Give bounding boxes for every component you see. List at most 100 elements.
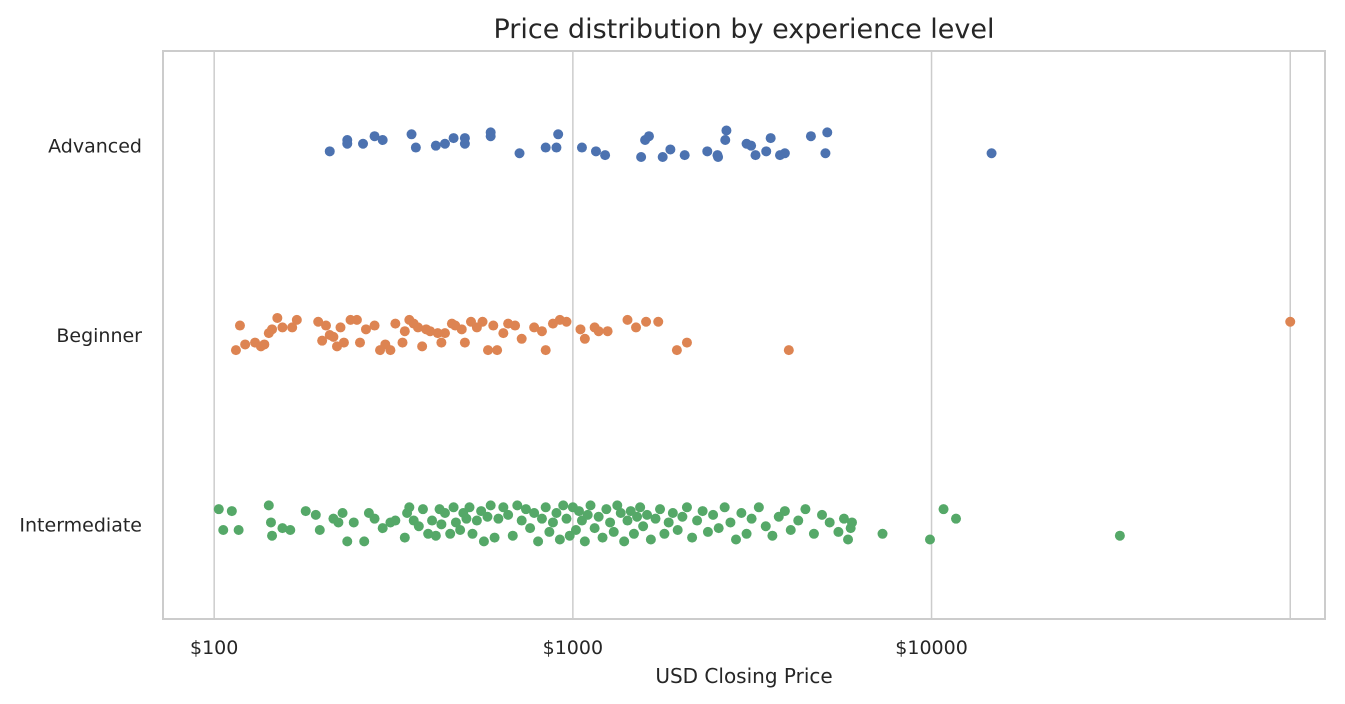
data-point (822, 127, 833, 138)
data-point (483, 345, 494, 356)
data-point (631, 322, 642, 333)
data-point (713, 523, 724, 534)
data-point (702, 146, 713, 157)
data-point (430, 140, 441, 151)
data-point (369, 131, 380, 142)
y-tick-label: Intermediate (19, 514, 142, 536)
data-point (448, 502, 459, 513)
data-point (450, 517, 461, 528)
data-point (667, 507, 678, 518)
data-point (263, 500, 274, 511)
data-point (663, 517, 674, 528)
data-point (358, 138, 369, 149)
data-point (576, 142, 587, 153)
data-point (265, 517, 276, 528)
data-point (590, 146, 601, 157)
data-point (425, 326, 436, 337)
data-point (779, 506, 790, 517)
data-point (593, 511, 604, 522)
data-point (516, 515, 527, 526)
data-point (540, 142, 551, 153)
data-point (333, 517, 344, 528)
data-point (427, 515, 438, 526)
data-point (570, 525, 581, 536)
data-point (547, 517, 558, 528)
data-point (681, 502, 692, 513)
data-point (589, 523, 600, 534)
data-point (455, 525, 466, 536)
data-point (348, 517, 359, 528)
points-layer (213, 125, 1296, 547)
data-point (488, 320, 499, 331)
data-point (687, 532, 698, 543)
data-point (377, 134, 388, 145)
data-point (413, 521, 424, 532)
data-point (291, 314, 302, 325)
data-point (655, 504, 666, 515)
data-point (267, 324, 278, 335)
data-point (551, 142, 562, 153)
data-point (615, 507, 626, 518)
data-point (448, 133, 459, 144)
data-point (653, 316, 664, 327)
data-point (622, 515, 633, 526)
data-point (520, 504, 531, 515)
data-point (492, 345, 503, 356)
data-point (665, 144, 676, 155)
data-point (1285, 316, 1296, 327)
data-point (377, 523, 388, 534)
data-point (553, 129, 564, 140)
y-tick-label: Beginner (56, 325, 142, 347)
data-point (335, 322, 346, 333)
data-point (692, 515, 703, 526)
data-point (635, 502, 646, 513)
data-point (672, 525, 683, 536)
data-point (498, 328, 509, 339)
data-point (412, 322, 423, 333)
data-point (482, 511, 493, 522)
data-point (324, 146, 335, 157)
data-point (342, 138, 353, 149)
data-point (439, 138, 450, 149)
data-point (612, 500, 623, 511)
x-tick-labels: $100 $1000 $10000 (190, 637, 968, 659)
data-point (489, 532, 500, 543)
data-point (608, 526, 619, 537)
data-point (218, 525, 229, 536)
data-point (628, 528, 639, 539)
data-point (503, 509, 514, 520)
data-point (320, 320, 331, 331)
data-point (445, 528, 456, 539)
data-point (736, 507, 747, 518)
data-point (741, 528, 752, 539)
data-point (783, 345, 794, 356)
data-point (285, 525, 296, 536)
data-point (558, 500, 569, 511)
data-point (642, 509, 653, 520)
data-point (525, 523, 536, 534)
data-point (843, 534, 854, 545)
data-point (579, 333, 590, 344)
data-point (593, 326, 604, 337)
data-point (986, 148, 997, 159)
data-point (708, 509, 719, 520)
data-point (659, 528, 670, 539)
data-point (820, 148, 831, 159)
data-point (390, 515, 401, 526)
x-tick-label: $10000 (895, 637, 968, 659)
data-point (767, 530, 778, 541)
data-point (554, 534, 565, 545)
data-point (390, 318, 401, 329)
y-tick-labels: Advanced Beginner Intermediate (19, 136, 142, 537)
data-point (533, 536, 544, 547)
data-point (833, 526, 844, 537)
data-point (314, 525, 325, 536)
data-point (585, 500, 596, 511)
data-point (399, 326, 410, 337)
data-point (779, 148, 790, 159)
data-point (846, 517, 857, 528)
grid-layer (213, 51, 1291, 619)
data-point (805, 131, 816, 142)
data-point (337, 507, 348, 518)
data-point (512, 500, 523, 511)
